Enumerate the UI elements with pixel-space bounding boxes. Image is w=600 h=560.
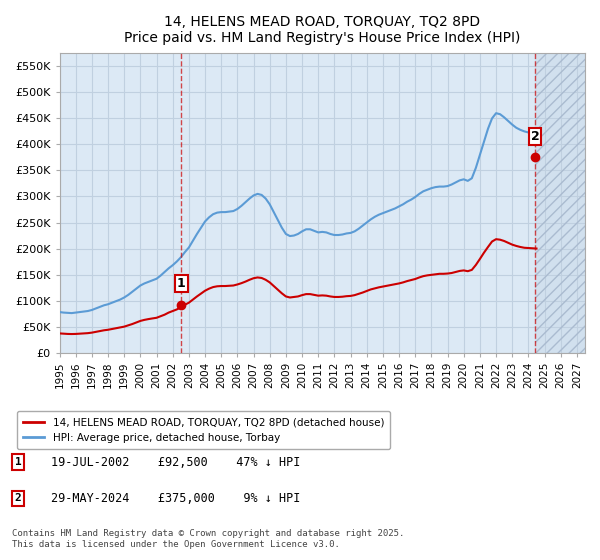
Text: 2: 2 (14, 493, 22, 503)
Text: Contains HM Land Registry data © Crown copyright and database right 2025.
This d: Contains HM Land Registry data © Crown c… (12, 529, 404, 549)
Title: 14, HELENS MEAD ROAD, TORQUAY, TQ2 8PD
Price paid vs. HM Land Registry's House P: 14, HELENS MEAD ROAD, TORQUAY, TQ2 8PD P… (124, 15, 520, 45)
Text: 1: 1 (177, 277, 186, 290)
Text: 19-JUL-2002    £92,500    47% ↓ HPI: 19-JUL-2002 £92,500 47% ↓ HPI (51, 455, 301, 469)
Legend: 14, HELENS MEAD ROAD, TORQUAY, TQ2 8PD (detached house), HPI: Average price, det: 14, HELENS MEAD ROAD, TORQUAY, TQ2 8PD (… (17, 411, 391, 449)
Text: 2: 2 (530, 130, 539, 143)
Bar (535, 53, 585, 353)
Text: 1: 1 (14, 457, 22, 467)
Text: 29-MAY-2024    £375,000    9% ↓ HPI: 29-MAY-2024 £375,000 9% ↓ HPI (51, 492, 301, 505)
Bar (535, 53, 585, 353)
